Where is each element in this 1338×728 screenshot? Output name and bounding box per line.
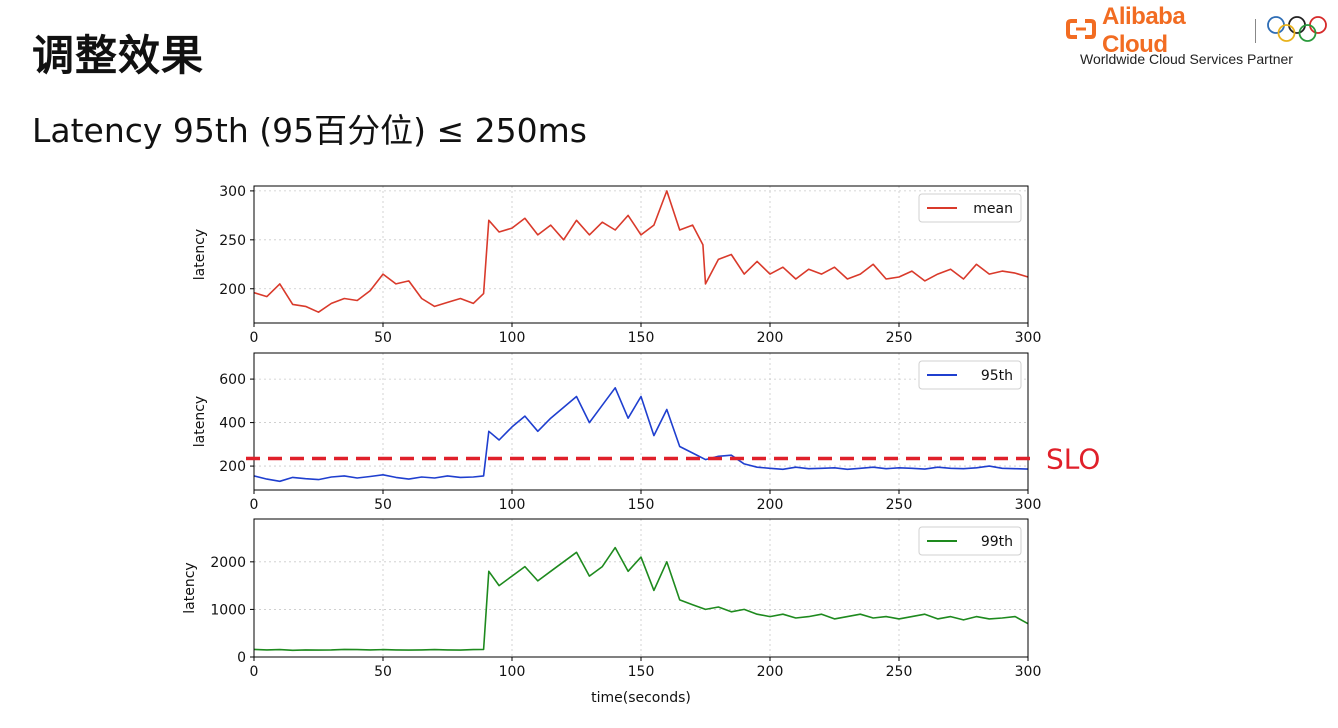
x-tick-label: 150	[628, 330, 655, 346]
y-tick-label: 400	[219, 416, 246, 432]
alibaba-cloud-logo-icon	[1066, 18, 1096, 44]
y-tick-label: 600	[219, 372, 246, 388]
x-tick-label: 0	[250, 497, 259, 513]
y-axis-label: latency	[192, 229, 208, 280]
y-axis-label: latency	[182, 562, 198, 613]
legend-label-mean: mean	[973, 201, 1013, 217]
legend-box	[918, 360, 1022, 390]
y-tick-label: 0	[237, 650, 246, 666]
x-tick-label: 0	[250, 330, 259, 346]
legend-box	[918, 526, 1022, 556]
x-tick-label: 300	[1015, 497, 1042, 513]
legend-label-95th: 95th	[981, 368, 1013, 384]
series-line-95th	[253, 386, 1029, 483]
x-tick-label: 150	[628, 497, 655, 513]
chart-panel-1: 0 50 100 150 200 250 300 200 250 300 latency mean	[192, 184, 1041, 346]
slo-label: SLO	[1046, 442, 1100, 475]
x-tick-label: 100	[499, 664, 526, 680]
chart-panel-2: 0 50 100 150 200 250 300 200 400 600 latency 95th SL…	[192, 352, 1100, 513]
x-tick-label: 50	[374, 330, 392, 346]
x-tick-label: 300	[1015, 664, 1042, 680]
series-line-mean	[253, 190, 1029, 314]
y-tick-label: 300	[219, 184, 246, 200]
y-tick-label: 2000	[210, 555, 246, 571]
x-axis-label: time(seconds)	[591, 690, 691, 706]
x-tick-label: 50	[374, 497, 392, 513]
x-tick-label: 300	[1015, 330, 1042, 346]
chart-panel-3: 0 50 100 150 200 250 300 0 1000 2000 latency time(s…	[182, 518, 1042, 706]
x-tick-label: 250	[886, 497, 913, 513]
x-tick-label: 250	[886, 664, 913, 680]
page-title: 调整效果	[32, 31, 205, 80]
legend: 95th	[918, 360, 1022, 390]
y-axis-label: latency	[192, 396, 208, 447]
x-tick-label: 200	[757, 330, 784, 346]
x-tick-label: 250	[886, 330, 913, 346]
legend: mean	[918, 193, 1022, 223]
brand-name: Alibaba Cloud	[1102, 3, 1186, 58]
y-tick-label: 250	[219, 233, 246, 249]
y-tick-label: 200	[219, 459, 246, 475]
x-tick-label: 100	[499, 330, 526, 346]
y-tick-label: 1000	[210, 602, 246, 618]
brand-divider	[1255, 19, 1256, 43]
brand-logo-row: Alibaba Cloud	[1066, 3, 1328, 58]
series-line-99th	[253, 546, 1029, 652]
y-tick-label: 200	[219, 282, 246, 298]
x-tick-label: 150	[628, 664, 655, 680]
x-tick-label: 50	[374, 664, 392, 680]
legend: 99th	[918, 526, 1022, 556]
olympic-rings-icon	[1266, 14, 1328, 48]
x-tick-label: 0	[250, 664, 259, 680]
brand-tagline: Worldwide Cloud Services Partner	[1080, 51, 1293, 67]
legend-box	[918, 193, 1022, 223]
brand-header: Alibaba Cloud Worldwide Cloud Services P…	[1066, 3, 1328, 74]
legend-label-99th: 99th	[981, 534, 1013, 550]
x-tick-label: 100	[499, 497, 526, 513]
x-tick-label: 200	[757, 664, 784, 680]
page-subtitle: Latency 95th (95百分位) ≤ 250ms	[32, 111, 587, 150]
x-tick-label: 200	[757, 497, 784, 513]
